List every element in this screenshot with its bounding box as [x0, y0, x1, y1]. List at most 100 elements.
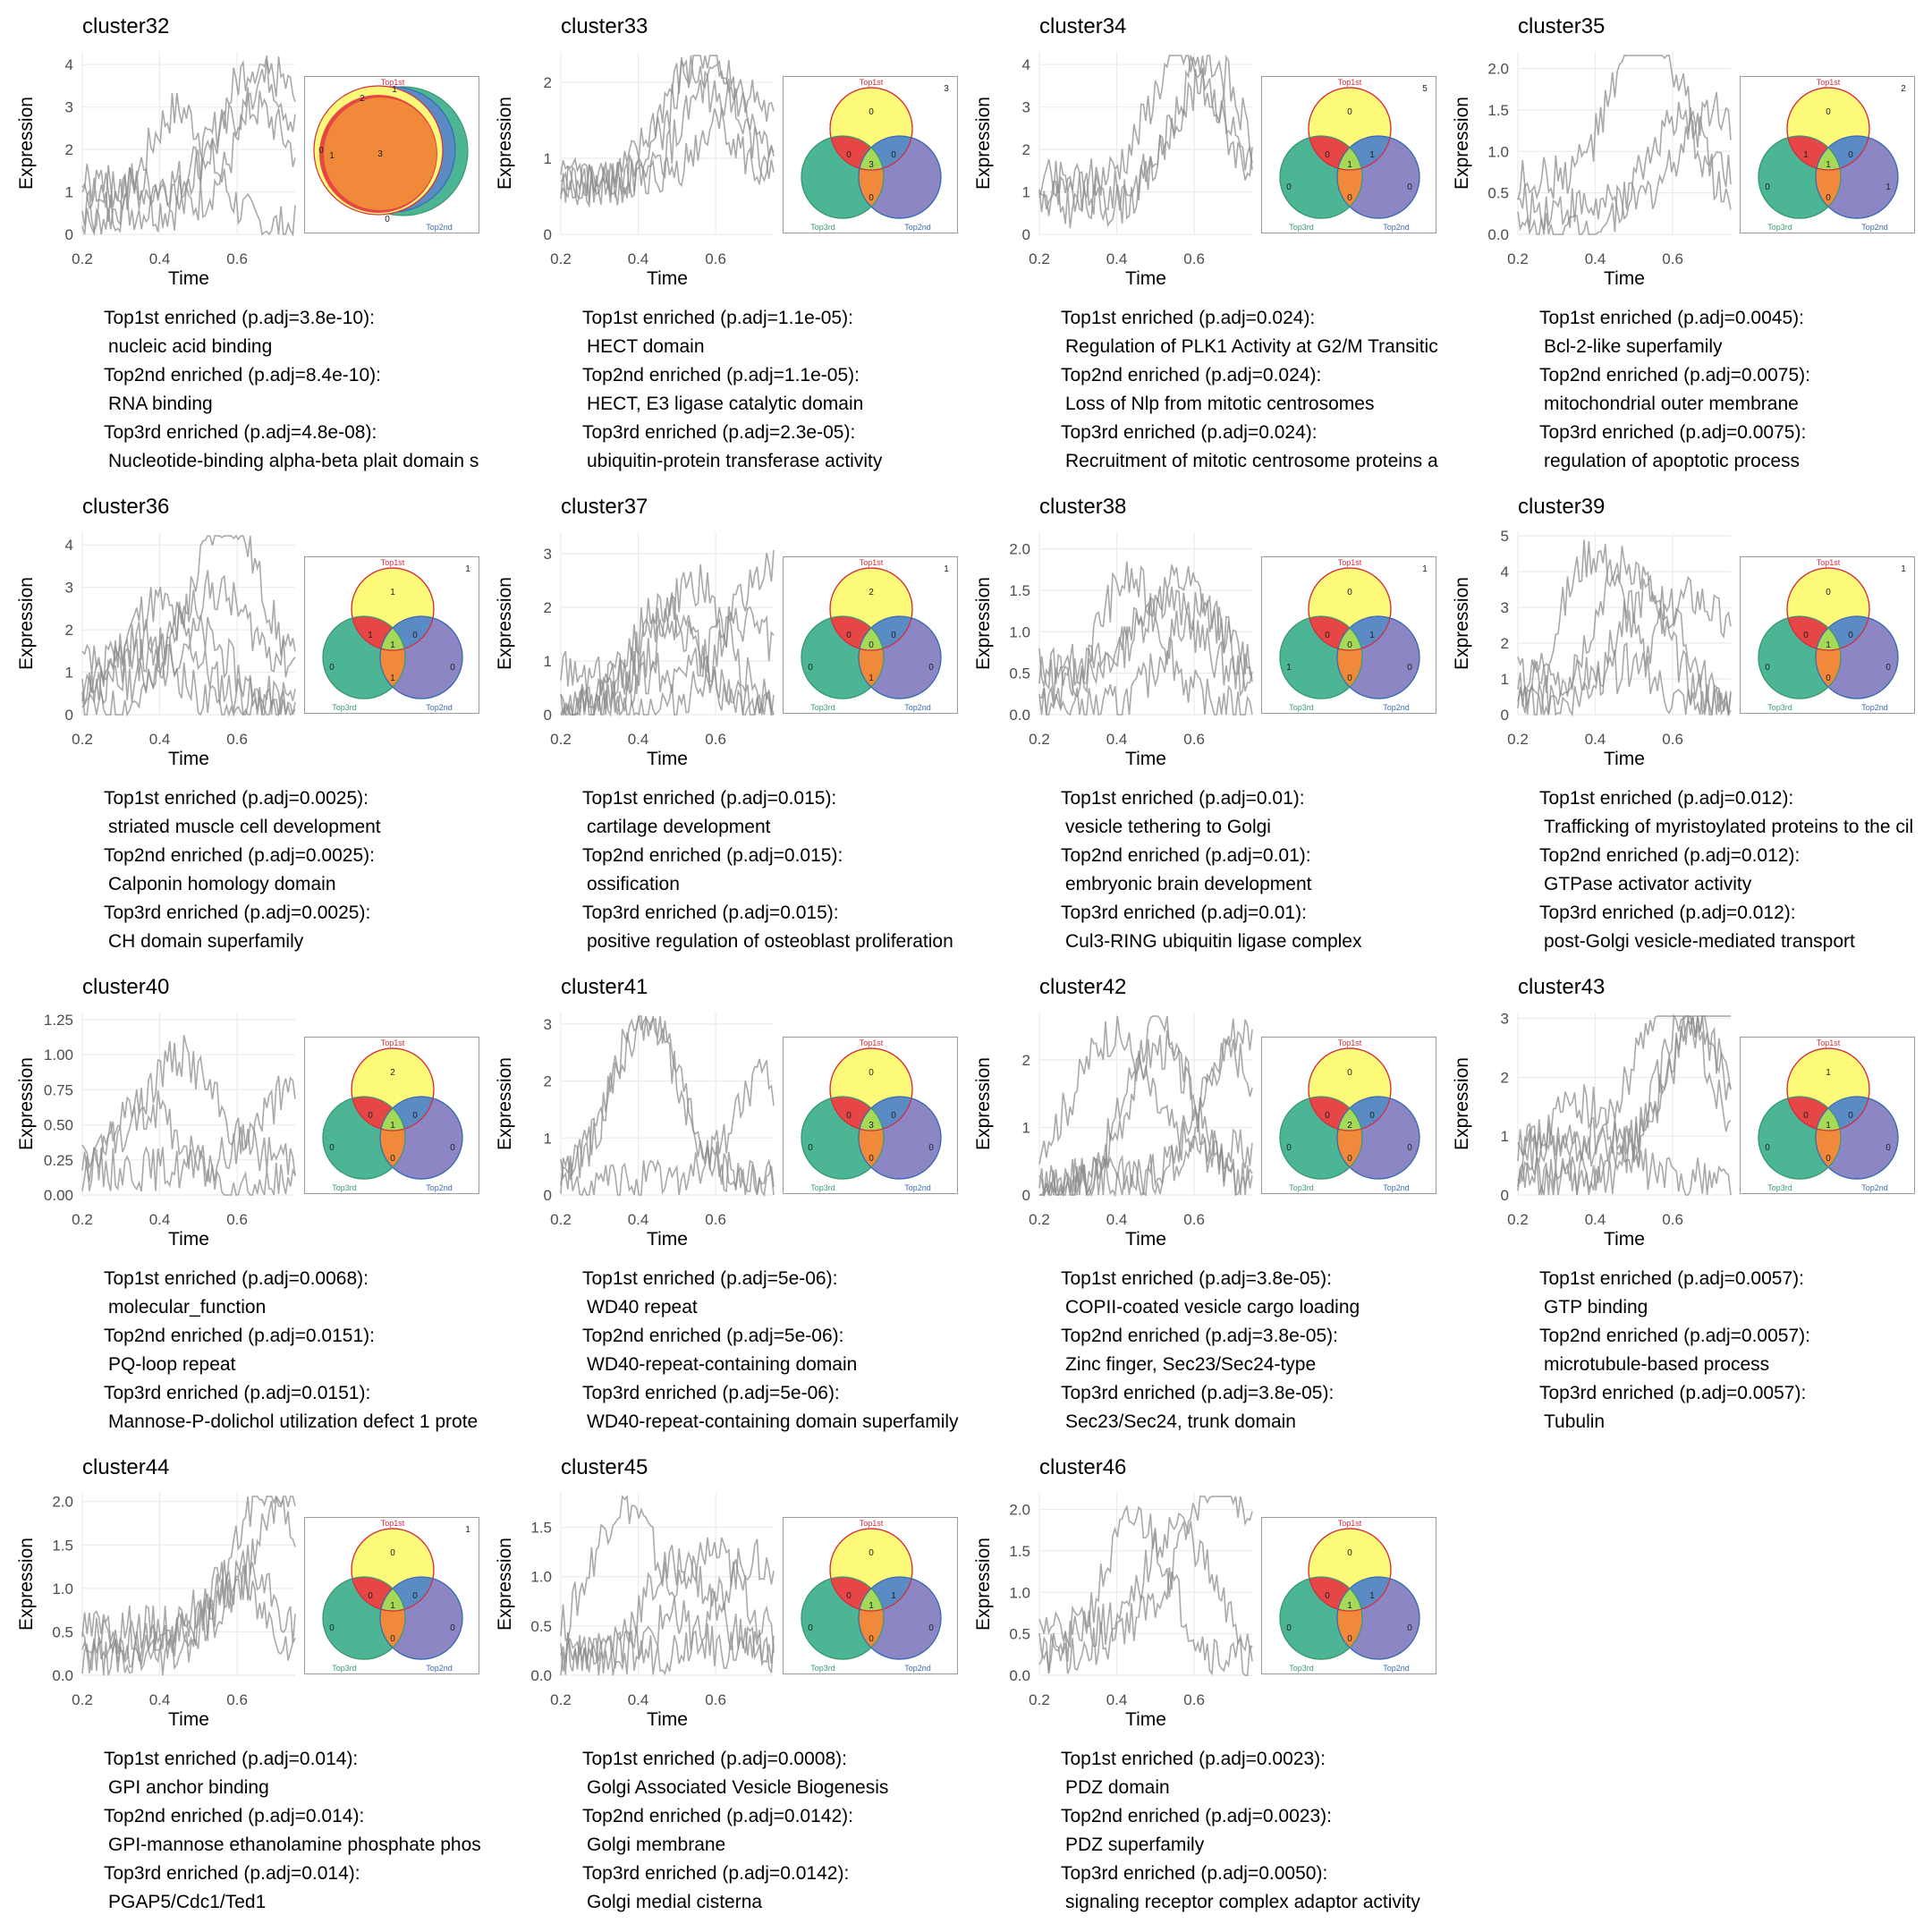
- expression-plot: 0.0 0.5 1.0 1.5 2.0 0.2 0.4 0.6 Time Expression: [973, 1493, 1253, 1730]
- x-tick-label: 0.2: [1507, 1211, 1529, 1228]
- y-tick-label: 4: [1501, 564, 1509, 580]
- expression-trace: [1517, 91, 1732, 230]
- enrichment-label: Top3rd enriched (p.adj=2.3e-05):: [582, 422, 856, 443]
- x-axis-label: Time: [647, 268, 688, 289]
- enrichment-term: HECT domain: [587, 336, 705, 357]
- enrichment-term: Zinc finger, Sec23/Sec24-type: [1065, 1354, 1317, 1375]
- y-tick-label: 0.0: [530, 1667, 552, 1684]
- venn-count-outside: 3: [944, 84, 949, 94]
- enrichment-label: Top2nd enriched (p.adj=0.0023):: [1061, 1806, 1332, 1826]
- cluster-title: cluster33: [561, 14, 648, 38]
- cluster-panel: cluster44 0.0 0.5 1.0 1.5 2.0 0.2 0.4 0.6 Time Exp…: [0, 1441, 481, 1919]
- venn-count-ab: 0: [412, 1111, 418, 1121]
- cluster-panel: cluster35 0.0 0.5 1.0 1.5 2.0 0.2 0.4 0.6 Time Exp…: [1436, 0, 1915, 479]
- cluster-panel: cluster38 0.0 0.5 1.0 1.5 2.0 0.2 0.4 0.6 Time Exp…: [957, 480, 1436, 959]
- enrichment-label: Top1st enriched (p.adj=3.8e-05):: [1061, 1268, 1332, 1289]
- venn-count-c: 0: [1286, 1143, 1292, 1153]
- cluster-title: cluster39: [1518, 495, 1606, 519]
- x-tick-label: 0.4: [149, 250, 171, 267]
- x-axis-label: Time: [1604, 749, 1645, 769]
- venn-count-ac: 0: [1325, 631, 1330, 640]
- enrichment-term: WD40-repeat-containing domain: [587, 1354, 858, 1375]
- venn-count-c: 0: [329, 663, 335, 673]
- enrichment-label: Top2nd enriched (p.adj=5e-06):: [582, 1326, 844, 1346]
- enrichment-list: Top1st enriched (p.adj=3.8e-05): COPII-co…: [1061, 1265, 1454, 1435]
- cluster-panel: cluster41 0 1 2 3 0.2 0.4 0.6 Time Expression Top1…: [479, 961, 959, 1439]
- enrichment-label: Top3rd enriched (p.adj=0.015):: [582, 902, 839, 923]
- enrichment-term: Mannose-P-dolichol utilization defect 1 …: [108, 1411, 479, 1432]
- enrichment-label: Top3rd enriched (p.adj=0.01):: [1061, 902, 1307, 923]
- x-axis-label: Time: [1125, 749, 1166, 769]
- venn-diagram: Top1st Top2nd Top3rd 0 1 0 1 0 0 1 2: [1740, 76, 1915, 233]
- venn-label-top2nd: Top2nd: [426, 1183, 453, 1192]
- venn-count-c: 0: [1286, 1623, 1292, 1633]
- y-tick-label: 0: [1022, 226, 1030, 243]
- venn-overlap-ab: [1816, 1097, 1869, 1131]
- expression-trace: [1038, 1018, 1253, 1196]
- y-tick-label: 1: [65, 184, 73, 201]
- venn-overlap-ac: [830, 1577, 884, 1611]
- enrichment-label: Top1st enriched (p.adj=5e-06):: [582, 1268, 838, 1289]
- cluster-title: cluster41: [561, 975, 648, 999]
- venn-count-c: 0: [808, 1623, 813, 1633]
- enrichment-term: Cul3-RING ubiquitin ligase complex: [1065, 931, 1362, 952]
- expression-plot: 0 1 2 3 4 0.2 0.4 0.6 Time Expression: [16, 52, 296, 289]
- venn-overlap-ac: [1309, 136, 1362, 170]
- venn-label-top3rd: Top3rd: [1767, 1183, 1792, 1192]
- venn-count-ab: 0: [1848, 1111, 1853, 1121]
- venn-count-abc: 1: [1347, 160, 1352, 170]
- venn-count-a: 0: [869, 1548, 874, 1558]
- y-tick-label: 1.5: [1009, 582, 1030, 599]
- enrichment-term: CH domain superfamily: [108, 931, 304, 952]
- venn-count-a: 0: [1347, 1068, 1352, 1078]
- expression-trace: [81, 92, 296, 237]
- venn-svg: Top1st Top2nd Top3rd 2 0 0 0 0 1 0 1: [801, 558, 949, 712]
- cluster-title: cluster37: [561, 495, 648, 519]
- venn-count-ab: 1: [891, 1591, 896, 1601]
- venn-label-top2nd: Top2nd: [1383, 703, 1410, 712]
- venn-svg: Top1st Top2nd Top3rd 1 0 0 0 0 0 1: [1758, 1038, 1899, 1192]
- expression-trace: [1038, 564, 1253, 687]
- venn-label-top3rd: Top3rd: [1289, 703, 1314, 712]
- expression-trace: [1038, 1016, 1253, 1174]
- expression-trace: [1517, 575, 1732, 697]
- x-tick-label: 0.6: [705, 1691, 726, 1708]
- venn-svg: Top1st Top2nd Top3rd 2 0 0 0 0 0 1: [322, 1038, 463, 1192]
- expression-plot: 0.0 0.5 1.0 1.5 0.2 0.4 0.6 Time Expression: [495, 1493, 775, 1730]
- venn-diagram: Top1st Top2nd Top3rd 1 0 0 0 0 0 1: [1740, 1037, 1915, 1194]
- enrichment-term: microtubule-based process: [1544, 1354, 1770, 1375]
- enrichment-label: Top3rd enriched (p.adj=4.8e-08):: [104, 422, 377, 443]
- y-tick-label: 2: [1022, 141, 1030, 158]
- venn-count-ac: 0: [1325, 150, 1330, 160]
- venn-count-ab: 0: [1848, 150, 1853, 160]
- venn-diagram: Top1st Top2nd Top3rd 1 0 0 1 0 1 1 1: [304, 556, 479, 714]
- y-tick-label: 3: [65, 580, 73, 597]
- venn-count-outside: 2: [1901, 84, 1906, 94]
- venn-count-b: 0: [1407, 1623, 1412, 1633]
- x-tick-label: 0.6: [705, 1211, 726, 1228]
- venn-count-b: 0: [450, 663, 455, 673]
- enrichment-term: WD40 repeat: [587, 1297, 698, 1318]
- venn-overlap-ac: [1787, 136, 1841, 170]
- venn-overlap-ac: [830, 616, 884, 650]
- venn-count-ac: 0: [846, 1591, 852, 1601]
- y-axis-label: Expression: [16, 97, 37, 190]
- y-tick-label: 1.0: [1009, 623, 1030, 640]
- y-axis-label: Expression: [495, 1057, 515, 1150]
- enrichment-term: ossification: [587, 874, 680, 894]
- enrichment-term: Tubulin: [1544, 1411, 1606, 1432]
- venn-label-top1st: Top1st: [381, 1038, 405, 1047]
- venn-count-bc: 1: [390, 674, 395, 683]
- x-tick-label: 0.4: [628, 731, 649, 748]
- expression-trace: [1038, 67, 1253, 215]
- venn-count-b: 0: [1407, 663, 1412, 673]
- x-tick-label: 0.4: [628, 1211, 649, 1228]
- venn-overlap-ac: [352, 1577, 405, 1611]
- venn-count-c: 0: [329, 1143, 335, 1153]
- enrichment-label: Top1st enriched (p.adj=0.0023):: [1061, 1749, 1326, 1769]
- venn-label-top1st: Top1st: [1817, 558, 1841, 567]
- enrichment-term: embryonic brain development: [1065, 874, 1312, 894]
- enrichment-label: Top2nd enriched (p.adj=0.01):: [1061, 845, 1311, 866]
- venn-count-outside: 5: [1422, 84, 1428, 94]
- venn-diagram: Top1st Top2nd Top3rd 0 0 1 0 1 0 0 1: [1261, 556, 1436, 714]
